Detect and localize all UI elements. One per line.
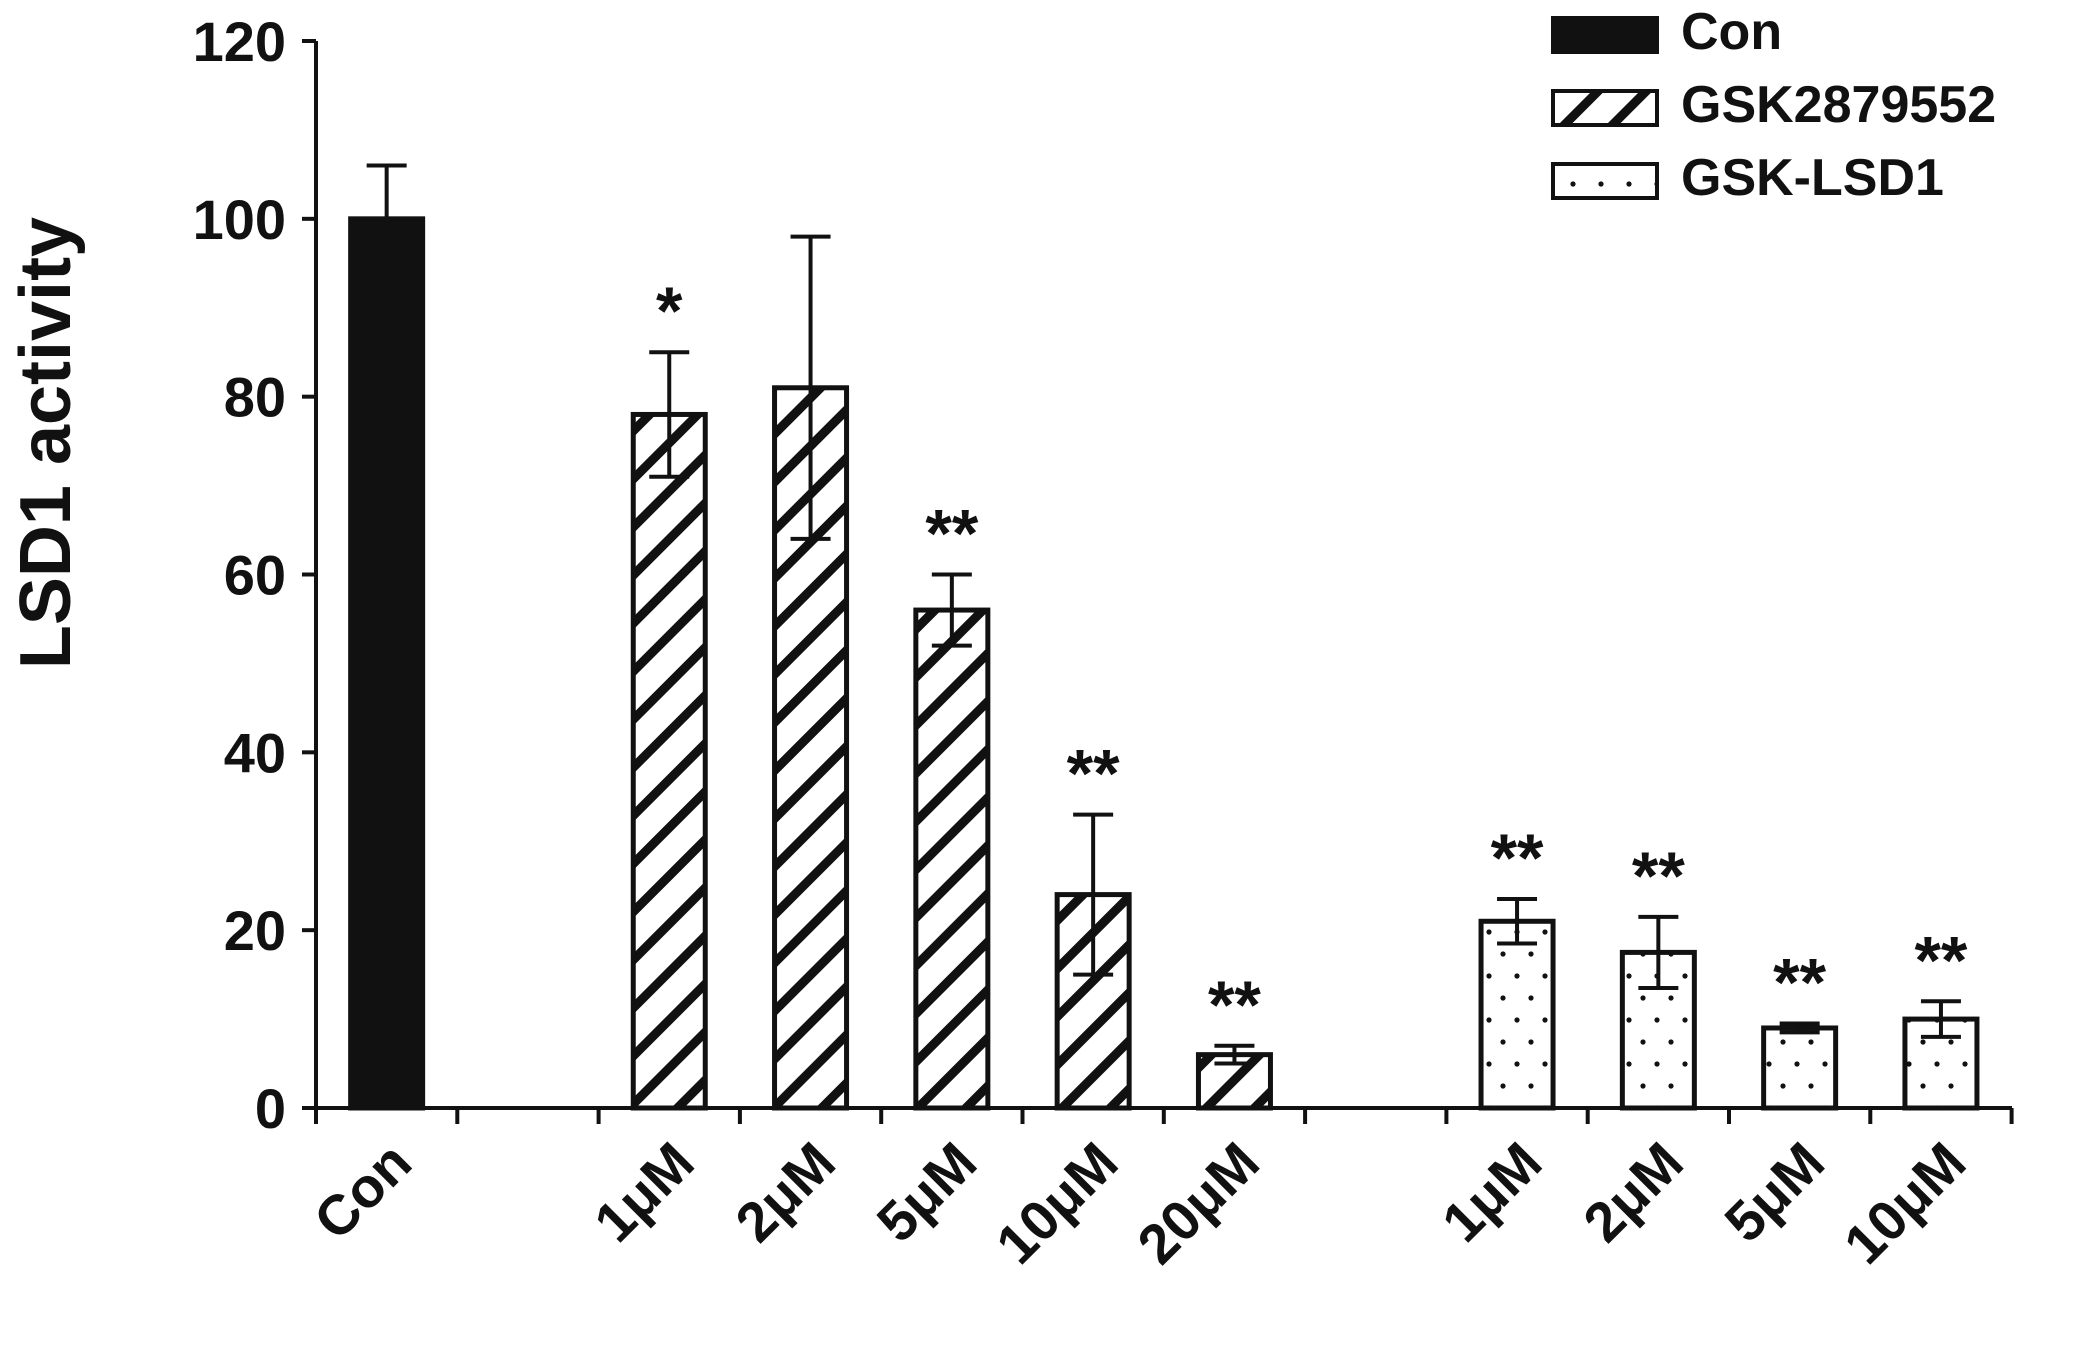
x-tick-label: 10μM bbox=[1832, 1130, 1978, 1276]
significance-marker: ** bbox=[925, 496, 978, 572]
y-tick-label: 100 bbox=[193, 188, 286, 251]
significance-marker: ** bbox=[1067, 736, 1120, 812]
axes: 0 20 40 60 80 100 120 bbox=[193, 10, 2014, 1140]
x-tick-label: Con bbox=[302, 1130, 424, 1252]
legend-label: Con bbox=[1681, 3, 1782, 61]
significance-marker: ** bbox=[1632, 838, 1685, 914]
legend-label: GSK2879552 bbox=[1681, 76, 1996, 134]
bars bbox=[348, 216, 1980, 1111]
x-tick-label: 1μM bbox=[1430, 1130, 1554, 1254]
x-tick-label: 1μM bbox=[582, 1130, 706, 1254]
bar bbox=[1761, 1025, 1839, 1111]
legend-label: GSK-LSD1 bbox=[1681, 149, 1944, 207]
significance-marker: ** bbox=[1773, 945, 1826, 1021]
bar bbox=[348, 216, 426, 1111]
x-tick-label: 20μM bbox=[1125, 1130, 1271, 1276]
y-tick-label: 20 bbox=[224, 899, 286, 962]
error-bars bbox=[366, 163, 1961, 1066]
significance-marker: ** bbox=[1208, 967, 1261, 1043]
bar bbox=[1478, 918, 1556, 1111]
y-tick-label: 120 bbox=[193, 10, 286, 73]
legend-swatch bbox=[1551, 16, 1659, 54]
significance-marker: * bbox=[656, 273, 683, 349]
legend-item: GSK2879552 bbox=[1551, 76, 1996, 134]
y-tick-label: 80 bbox=[224, 366, 286, 429]
legend-swatch bbox=[1551, 162, 1659, 200]
bar bbox=[913, 607, 991, 1111]
x-tick-label: 5μM bbox=[1712, 1130, 1836, 1254]
y-tick-label: 60 bbox=[224, 544, 286, 607]
legend: Con GSK2879552 GSK-LSD1 bbox=[1551, 3, 1996, 207]
y-tick-label: 0 bbox=[255, 1077, 286, 1140]
x-tick-label: 2μM bbox=[1571, 1130, 1695, 1254]
legend-item: GSK-LSD1 bbox=[1551, 149, 1944, 207]
significance-marker: ** bbox=[1914, 922, 1967, 998]
x-tick-label: 10μM bbox=[984, 1130, 1130, 1276]
bar bbox=[630, 411, 708, 1111]
significance-markers: ********* **** ** bbox=[656, 273, 1968, 1043]
x-tick-label: 5μM bbox=[865, 1130, 989, 1254]
y-axis-title: LSD1 activity bbox=[6, 217, 86, 669]
x-tick-label: 2μM bbox=[723, 1130, 847, 1254]
significance-marker: ** bbox=[1491, 820, 1544, 896]
y-tick-label: 40 bbox=[224, 721, 286, 784]
legend-swatch bbox=[1551, 89, 1659, 127]
legend-item: Con bbox=[1551, 3, 1782, 61]
